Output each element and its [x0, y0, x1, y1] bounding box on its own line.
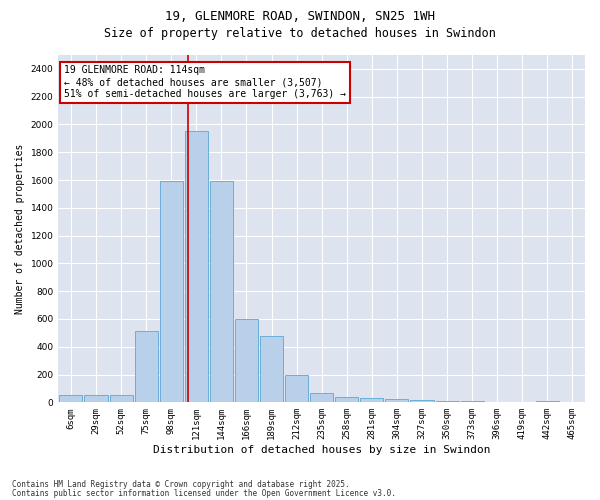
Text: Contains HM Land Registry data © Crown copyright and database right 2025.: Contains HM Land Registry data © Crown c… — [12, 480, 350, 489]
X-axis label: Distribution of detached houses by size in Swindon: Distribution of detached houses by size … — [153, 445, 490, 455]
Text: Size of property relative to detached houses in Swindon: Size of property relative to detached ho… — [104, 28, 496, 40]
Bar — [85, 396, 107, 402]
Text: 19, GLENMORE ROAD, SWINDON, SN25 1WH: 19, GLENMORE ROAD, SWINDON, SN25 1WH — [165, 10, 435, 23]
Text: 19 GLENMORE ROAD: 114sqm
← 48% of detached houses are smaller (3,507)
51% of sem: 19 GLENMORE ROAD: 114sqm ← 48% of detach… — [64, 66, 346, 98]
Bar — [110, 394, 133, 402]
Text: Contains public sector information licensed under the Open Government Licence v3: Contains public sector information licen… — [12, 489, 396, 498]
Bar — [385, 400, 409, 402]
Bar — [260, 336, 283, 402]
Bar — [436, 400, 458, 402]
Bar — [361, 398, 383, 402]
Bar — [285, 375, 308, 402]
Bar — [310, 392, 333, 402]
Bar — [185, 132, 208, 402]
Bar — [134, 332, 158, 402]
Bar — [235, 319, 258, 402]
Bar — [410, 400, 434, 402]
Y-axis label: Number of detached properties: Number of detached properties — [15, 144, 25, 314]
Bar — [210, 182, 233, 402]
Bar — [59, 394, 82, 402]
Bar — [335, 397, 358, 402]
Bar — [160, 182, 183, 402]
